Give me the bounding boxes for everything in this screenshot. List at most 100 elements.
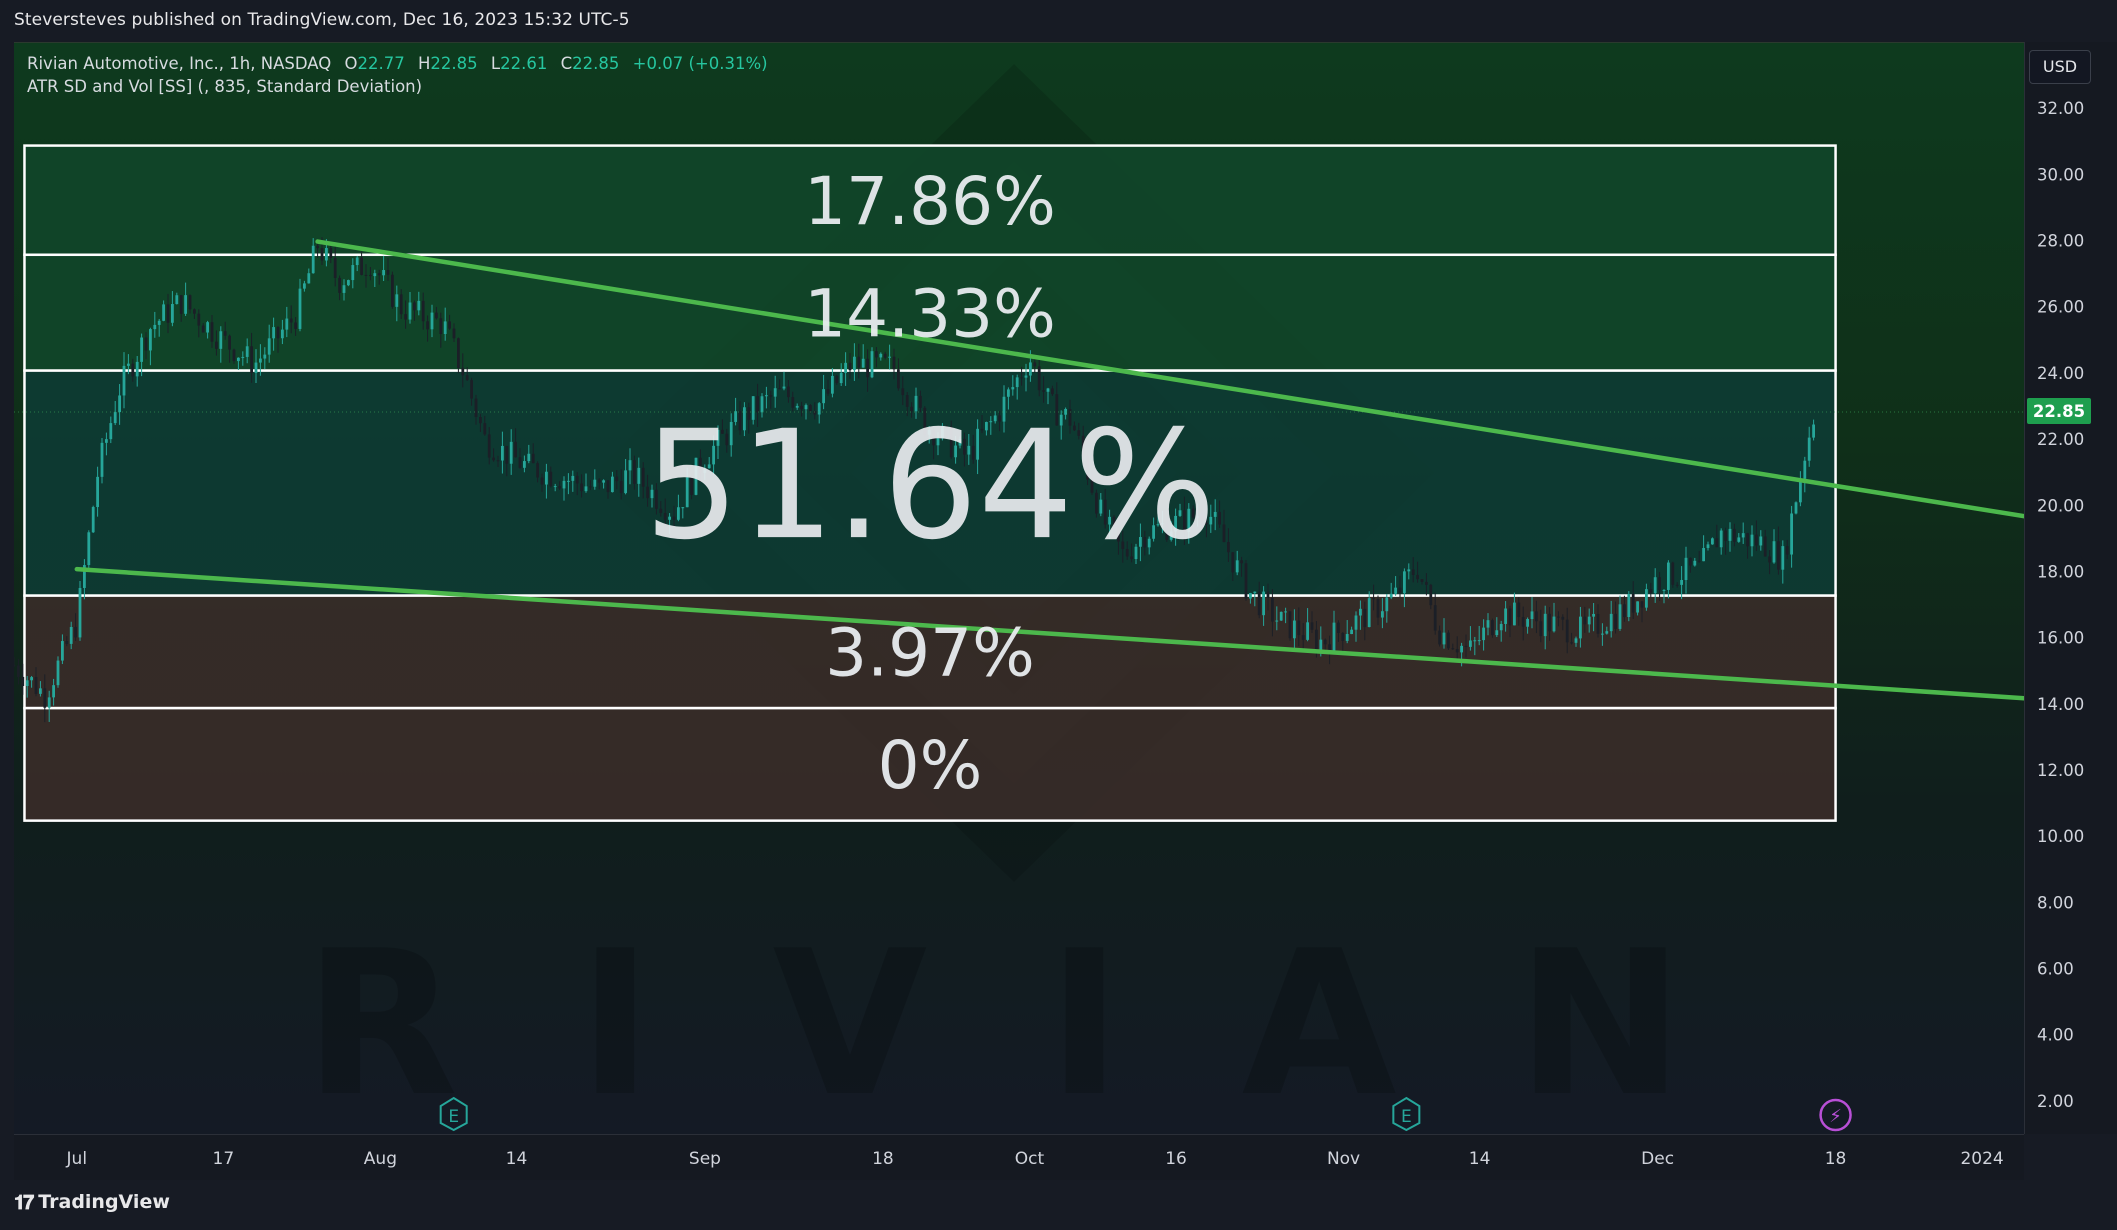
candle-body — [919, 395, 922, 408]
candle-body — [655, 489, 658, 509]
zone-label: 17.86% — [804, 163, 1056, 240]
candle-body — [650, 489, 654, 499]
tradingview-logo[interactable]: 𝟏𝟕 TradingView — [14, 1190, 170, 1214]
candle-body — [1733, 528, 1736, 542]
candle-body — [1442, 632, 1446, 645]
candle-body — [1350, 629, 1353, 635]
candle-body — [1253, 591, 1257, 594]
chart-pane[interactable]: RIVIAN 17.86% 14.33% 51.64% 3.97% 0% E E ⚡ — [14, 42, 2024, 1135]
chart-legend[interactable]: Rivian Automotive, Inc., 1h, NASDAQ O22.… — [27, 52, 768, 98]
candle-body — [1706, 544, 1710, 548]
candle-body — [1574, 638, 1578, 643]
candle-body — [175, 295, 179, 305]
candle-body — [1741, 533, 1745, 538]
price-axis[interactable]: 2.00 4.00 6.00 8.00 10.00 12.00 14.00 16.00 18.0… — [2024, 42, 2117, 1134]
candle-body — [1183, 510, 1186, 533]
price-tick-label: 24.00 — [2037, 364, 2084, 383]
candle-body — [1645, 589, 1648, 608]
candle-body — [1420, 579, 1424, 582]
candle-body — [897, 369, 900, 389]
candle-body — [567, 480, 570, 482]
candle-body — [1587, 616, 1591, 625]
candle-body — [1059, 414, 1063, 426]
trendlines-layer — [74, 239, 2024, 701]
candle-body — [1477, 640, 1481, 642]
candle-body — [1090, 479, 1094, 493]
probability-zone — [23, 706, 1837, 822]
candle-body — [549, 471, 553, 487]
candle-body — [470, 380, 473, 399]
candle-body — [501, 445, 504, 461]
candle-body — [1671, 562, 1675, 585]
candle-body — [373, 273, 377, 277]
candle-body — [1473, 640, 1477, 642]
candle-body — [659, 508, 663, 514]
candle-body — [1117, 526, 1120, 542]
candle-body — [149, 329, 152, 351]
candle-body — [435, 312, 438, 319]
candle-body — [765, 395, 768, 397]
candle-body — [1640, 601, 1644, 608]
price-axis-svg: 2.00 4.00 6.00 8.00 10.00 12.00 14.00 16.00 18.0… — [2027, 99, 2091, 1111]
candle-body — [61, 641, 64, 661]
candle-body — [1623, 604, 1626, 618]
candle-body — [1121, 541, 1125, 550]
candle-body — [1086, 456, 1089, 480]
candle-body — [1033, 362, 1037, 367]
price-tick-label: 6.00 — [2037, 960, 2074, 979]
candle-body — [492, 457, 495, 461]
time-tick-label: Sep — [689, 1149, 721, 1169]
candle-body — [1684, 557, 1688, 580]
time-tick-label: 18 — [872, 1149, 894, 1169]
candle-body — [325, 248, 328, 261]
candle-body — [1011, 387, 1015, 390]
time-axis[interactable]: Jul 17 Aug 14 Sep 18 Oct 16 Nov 14 Dec 18 2024 — [14, 1134, 2024, 1181]
candle-body — [83, 565, 86, 588]
candle-body — [1020, 377, 1023, 379]
candle-body — [1697, 560, 1701, 562]
candle-body — [633, 460, 636, 484]
candle-body — [1297, 620, 1301, 636]
candle-body — [109, 423, 113, 440]
candle-body — [193, 309, 196, 314]
candle-body — [223, 331, 227, 336]
candle-body — [1042, 390, 1045, 392]
tradingview-mark-icon: 𝟏𝟕 — [14, 1190, 34, 1214]
candle-body — [1262, 591, 1265, 616]
candle-body — [1284, 611, 1287, 613]
candle-body — [721, 429, 724, 434]
symbol-legend-row[interactable]: Rivian Automotive, Inc., 1h, NASDAQ O22.… — [27, 52, 768, 75]
candle-body — [426, 321, 429, 330]
candle-body — [1658, 577, 1661, 591]
candle-body — [1337, 622, 1340, 633]
candle-body — [1007, 389, 1010, 397]
candle-body — [597, 479, 601, 483]
candle-body — [78, 587, 82, 638]
candle-body — [1372, 598, 1375, 600]
candle-body — [338, 277, 341, 293]
candle-body — [729, 421, 733, 446]
candle-body — [923, 407, 927, 435]
candle-body — [347, 280, 350, 286]
indicator-legend-row[interactable]: ATR SD and Vol [SS] (, 835, Standard Dev… — [27, 77, 423, 97]
currency-button[interactable]: USD — [2029, 50, 2091, 84]
candle-body — [14, 665, 16, 667]
candle-body — [523, 461, 526, 468]
candle-body — [1636, 601, 1639, 613]
symbol-title[interactable]: Rivian Automotive, Inc., 1h, NASDAQ — [27, 54, 332, 73]
candle-body — [1438, 630, 1441, 645]
candle-body — [509, 441, 513, 464]
high-label: H — [417, 54, 431, 73]
candle-body — [1631, 593, 1635, 613]
candle-body — [1565, 619, 1569, 643]
candle-body — [888, 356, 891, 358]
candle-body — [936, 438, 940, 446]
candle-body — [1579, 616, 1582, 639]
candle-body — [879, 353, 883, 358]
zone-label: 51.64% — [644, 399, 1216, 573]
candle-body — [1539, 621, 1543, 637]
candle-body — [989, 421, 993, 423]
candle-body — [993, 415, 997, 422]
candle-body — [1627, 593, 1631, 618]
candle-body — [1755, 534, 1758, 546]
